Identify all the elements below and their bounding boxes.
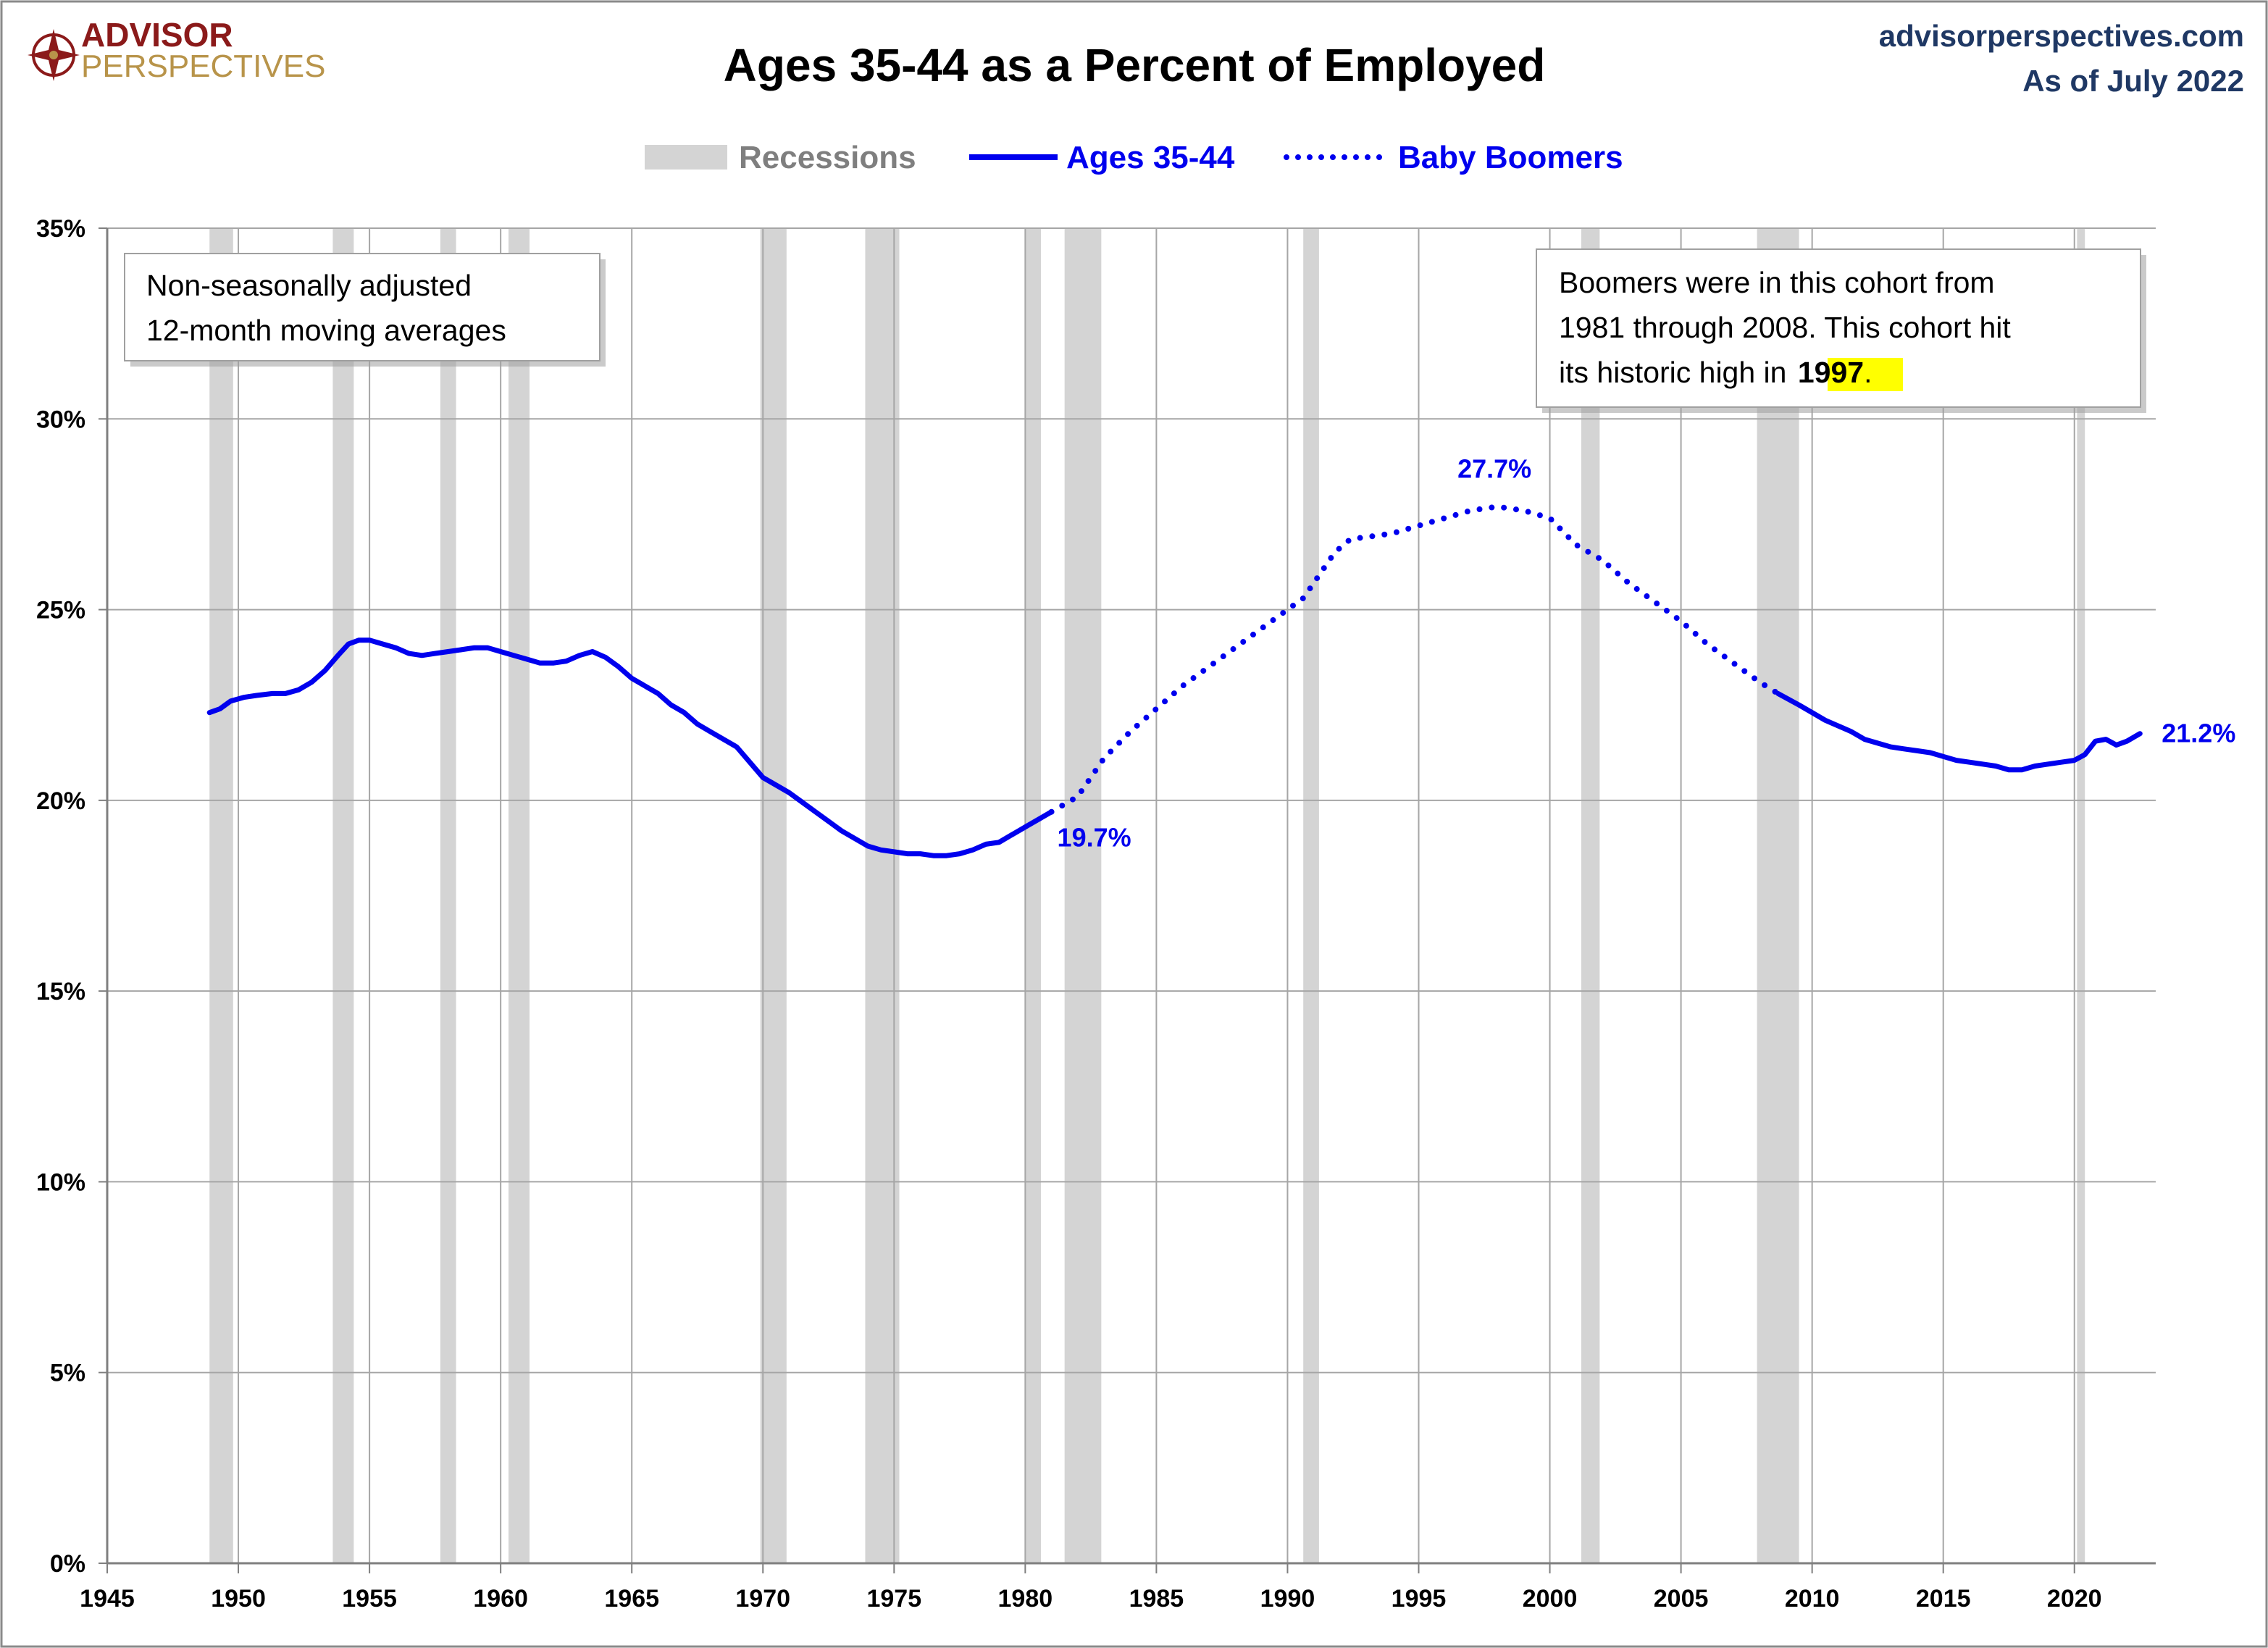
recession-band: [509, 228, 530, 1563]
legend-ages-label: Ages 35-44: [1066, 140, 1235, 175]
note-right-line-2: 1981 through 2008. This cohort hit: [1559, 311, 2011, 344]
x-tick-label: 1950: [211, 1585, 266, 1613]
y-tick-label: 25%: [36, 597, 85, 624]
x-tick-label: 1990: [1260, 1585, 1315, 1613]
data-labels: 19.7% 27.7% 21.2%: [1058, 453, 2236, 852]
chart-title: Ages 35-44 as a Percent of Employed: [724, 39, 1546, 91]
x-tick-label: 2010: [1785, 1585, 1840, 1613]
site-url: advisorperspectives.com: [1879, 19, 2244, 53]
series-line-ages-35-44: [206, 637, 1055, 858]
y-tick-label: 20%: [36, 787, 85, 815]
note-box-left: Non-seasonally adjusted 12-month moving …: [124, 253, 606, 367]
note-right-line-3-prefix: its historic high in: [1559, 356, 1795, 389]
x-tick-label: 1975: [866, 1585, 921, 1613]
x-tick-label: 2020: [2047, 1585, 2102, 1613]
x-tick-label: 1995: [1392, 1585, 1447, 1613]
y-tick-label: 5%: [50, 1360, 85, 1387]
data-label: 21.2%: [2162, 719, 2235, 748]
as-of-date: As of July 2022: [2022, 64, 2244, 98]
legend: Recessions Ages 35-44 Baby Boomers: [645, 140, 1623, 175]
y-tick-label: 30%: [36, 406, 85, 433]
x-tick-label: 2005: [1654, 1585, 1709, 1613]
x-tick-label: 1955: [342, 1585, 397, 1613]
legend-recessions-label: Recessions: [739, 140, 916, 175]
axes: 0% 5% 10% 15% 20% 25% 30% 35% 1945 1950 1955 1960 19…: [36, 215, 2156, 1613]
x-tick-label: 1985: [1129, 1585, 1184, 1613]
compass-icon: [28, 29, 80, 81]
x-tick-label: 1965: [604, 1585, 659, 1613]
y-tick-label: 10%: [36, 1168, 85, 1196]
note-left-line-2: 12-month moving averages: [146, 314, 506, 347]
recession-band: [1025, 228, 1042, 1563]
recession-band: [1757, 228, 1799, 1563]
highlight-1997-background: [1828, 358, 1903, 391]
note-box-right: Boomers were in this cohort from 1981 th…: [1536, 248, 2146, 413]
recession-band: [440, 228, 456, 1563]
y-tick-label: 35%: [36, 215, 85, 243]
data-label: 19.7%: [1058, 823, 1131, 853]
legend-boomers-label: Baby Boomers: [1398, 140, 1623, 175]
recession-band: [1303, 228, 1319, 1563]
series-line-baby-boomers: [1048, 503, 1781, 815]
note-right-line-3-suffix: .: [1864, 356, 1872, 389]
legend-recessions-swatch: [645, 145, 727, 170]
note-right-highlight-1997: 1997: [1798, 356, 1864, 389]
logo-line-2: PERSPECTIVES: [81, 49, 325, 84]
x-tick-label: 2000: [1523, 1585, 1578, 1613]
recession-band: [1581, 228, 1600, 1563]
recession-band: [332, 228, 354, 1563]
x-tick-label: 2015: [1916, 1585, 1971, 1613]
data-label: 27.7%: [1457, 453, 1531, 483]
recession-band: [2077, 228, 2085, 1563]
note-left-line-1: Non-seasonally adjusted: [146, 269, 472, 302]
logo-line-1: ADVISOR: [81, 16, 233, 54]
note-right-line-3: its historic high in 1997.: [1559, 356, 1872, 389]
recession-band: [760, 228, 787, 1563]
series: [206, 503, 2143, 858]
y-tick-label: 0%: [50, 1550, 85, 1578]
x-tick-label: 1970: [735, 1585, 790, 1613]
logo: ADVISOR PERSPECTIVES: [28, 16, 325, 84]
recessions: [209, 228, 2085, 1563]
note-right-line-1: Boomers were in this cohort from: [1559, 266, 1995, 299]
x-tick-label: 1945: [80, 1585, 135, 1613]
recession-band: [209, 228, 233, 1563]
x-tick-label: 1960: [473, 1585, 528, 1613]
series-line-ages-35-44: [1775, 690, 2143, 773]
recession-band: [1064, 228, 1102, 1563]
x-tick-label: 1980: [998, 1585, 1053, 1613]
y-tick-label: 15%: [36, 978, 85, 1005]
